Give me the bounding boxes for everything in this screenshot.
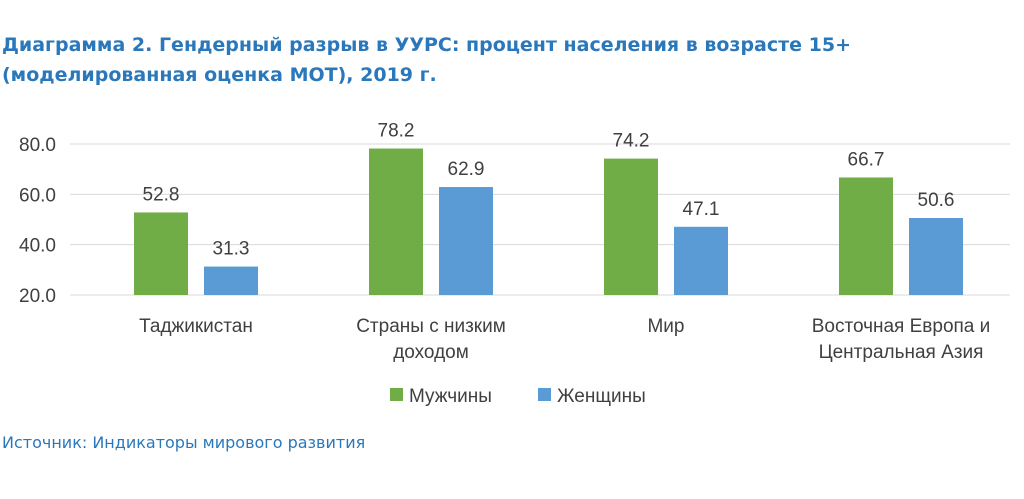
bar-women (204, 266, 258, 295)
x-axis-categories: Таджикистан Страны с низким доходом Мир Вост… (139, 316, 990, 363)
legend-item-women: Женщины (538, 386, 646, 407)
legend-item-men: Мужчины (390, 386, 492, 407)
bar-men (369, 148, 423, 295)
y-tick-label: 40.0 (19, 236, 56, 257)
y-tick-label: 80.0 (19, 135, 56, 156)
y-axis-ticks: 20.0 40.0 60.0 80.0 (19, 135, 56, 307)
category-label: Центральная Азия (819, 342, 984, 363)
legend-label: Женщины (557, 386, 646, 407)
legend-swatch (390, 388, 403, 401)
bar-men (134, 212, 188, 295)
legend: Мужчины Женщины (390, 386, 646, 407)
bar-men (604, 158, 658, 295)
data-labels: 52.8 78.2 74.2 66.7 31.3 62.9 47.1 50.6 (143, 121, 955, 260)
chart-title-line-1: Диаграмма 2. Гендерный разрыв в УУРС: пр… (2, 34, 852, 56)
bars (134, 148, 963, 295)
chart-title-line-2: (моделированная оценка МОТ), 2019 г. (2, 64, 437, 86)
y-tick-label: 20.0 (19, 286, 56, 307)
legend-swatch (538, 388, 551, 401)
category-label: Восточная Европа и (812, 316, 991, 337)
data-label: 62.9 (448, 159, 485, 180)
category-label: Мир (647, 316, 684, 337)
data-label: 31.3 (213, 239, 250, 260)
y-tick-label: 60.0 (19, 185, 56, 206)
data-label: 74.2 (613, 131, 650, 152)
data-label: 50.6 (918, 190, 955, 211)
bar-women (909, 217, 963, 295)
bar-men (839, 177, 893, 295)
category-label: доходом (393, 342, 469, 363)
category-label: Таджикистан (139, 316, 253, 337)
category-label: Страны с низким (356, 316, 506, 337)
data-label: 78.2 (378, 121, 415, 142)
source-note: Источник: Индикаторы мирового развития (2, 433, 366, 452)
data-label: 52.8 (143, 184, 180, 205)
data-label: 66.7 (848, 149, 885, 170)
data-label: 47.1 (683, 199, 720, 220)
chart-title: Диаграмма 2. Гендерный разрыв в УУРС: пр… (2, 30, 1012, 90)
legend-label: Мужчины (409, 386, 492, 407)
bar-women (439, 187, 493, 295)
bar-women (674, 226, 728, 295)
